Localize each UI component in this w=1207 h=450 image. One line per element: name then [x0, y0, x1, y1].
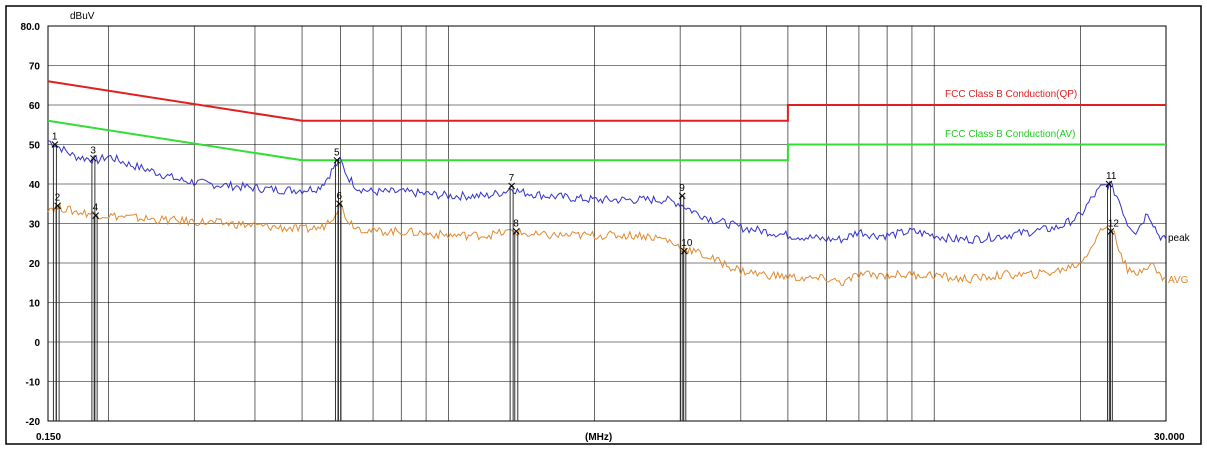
marker-cross: [508, 182, 515, 190]
marker-label: 11: [1106, 171, 1117, 182]
legend-avg-label: AVG: [1168, 275, 1189, 286]
marker-label: 7: [509, 173, 515, 184]
marker-label: 8: [513, 218, 519, 229]
marker-cross: [1105, 180, 1113, 188]
x-tick-start: 0.150: [36, 432, 61, 443]
y-tick-label: 10: [29, 299, 41, 310]
marker-label: 4: [93, 203, 99, 214]
limit-lines: [47, 80, 1166, 162]
y-tick-label: 80.0: [21, 22, 41, 33]
marker-cross: [1107, 228, 1115, 235]
grid: [48, 25, 1166, 422]
series-line: [47, 140, 1167, 245]
marker-label: 2: [55, 193, 61, 204]
y-tick-label: 50: [29, 141, 41, 152]
limit-line: [47, 80, 1166, 122]
marker-label: 10: [681, 238, 693, 249]
y-tick-label: 60: [29, 101, 41, 112]
x-tick-end: 30.000: [1154, 432, 1185, 443]
y-tick-label: -10: [26, 378, 41, 389]
marker-label: 9: [679, 183, 685, 194]
marker-cross: [51, 141, 59, 148]
x-axis-label: (MHz): [585, 432, 612, 443]
legend-av-label: FCC Class B Conduction(AV): [945, 129, 1075, 140]
marker-label: 5: [334, 147, 340, 158]
y-tick-label: 70: [29, 62, 41, 73]
y-tick-label: -20: [26, 417, 41, 428]
marker-label: 12: [1108, 218, 1120, 229]
measurement-series: [47, 140, 1167, 287]
legend-peak-label: peak: [1168, 233, 1191, 244]
series-line: [47, 199, 1167, 287]
marker-cross: [333, 156, 341, 164]
y-axis-label: dBuV: [70, 11, 95, 22]
marker-cross: [90, 154, 97, 162]
limit-line: [47, 119, 1166, 162]
marker-cross: [54, 202, 61, 210]
axis-ticks: 80.0 70 60 50 40 30 20 10 0 -10 -20: [21, 22, 41, 428]
legend-qp-label: FCC Class B Conduction(QP): [945, 89, 1077, 100]
marker-cross: [680, 247, 688, 255]
y-tick-label: 30: [29, 220, 41, 231]
marker-cross: [92, 212, 100, 219]
marker-label: 6: [336, 191, 342, 202]
marker-cross: [512, 228, 520, 235]
y-tick-label: 40: [29, 180, 41, 191]
chart-frame: [5, 5, 1202, 445]
marker-cross: [678, 192, 686, 200]
marker-label: 1: [52, 132, 58, 143]
marker-cross: [336, 200, 343, 208]
y-tick-label: 20: [29, 259, 41, 270]
marker-label: 3: [90, 145, 96, 156]
y-tick-label: 0: [34, 338, 40, 349]
